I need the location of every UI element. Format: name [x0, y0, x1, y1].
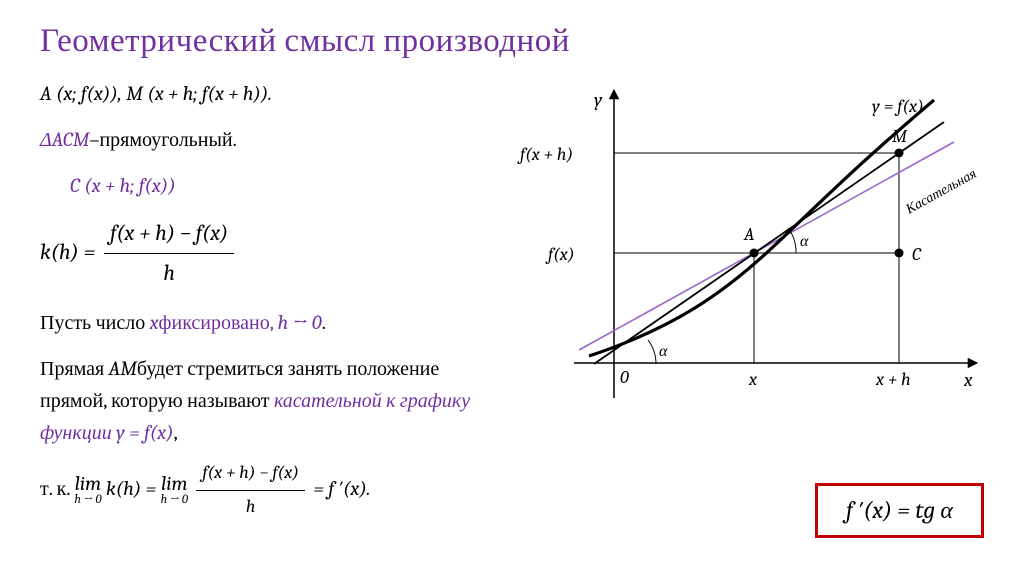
h-to-zero: h → 0: [278, 311, 322, 334]
label-xtick: x: [748, 369, 758, 390]
result-formula: f ′(x) = tg α: [846, 496, 953, 524]
alpha-arc-axis: [648, 340, 656, 363]
label-yfx: y = f(x): [872, 96, 924, 117]
triangle-line: ΔACM–прямоугольный.: [40, 124, 494, 156]
x-fixed: x: [150, 311, 159, 334]
lim-1: lim h → 0: [74, 474, 101, 506]
kh-lhs: k(h) =: [40, 239, 95, 265]
label-m: M: [892, 126, 908, 147]
line-am-text: Прямая AMбудет стремиться занять положен…: [40, 353, 494, 449]
point-c-line: C (x + h; f(x)): [40, 170, 494, 202]
triangle-suffix: –прямоугольный.: [89, 128, 236, 151]
since-prefix: т. к.: [40, 477, 74, 500]
let-prefix: Пусть число: [40, 311, 150, 334]
eq-1: =: [146, 477, 161, 500]
line2-comma: ,: [174, 421, 178, 444]
let-line: Пусть число xфиксировано, h → 0.: [40, 307, 494, 339]
point-m: [895, 149, 904, 158]
curve: [589, 100, 934, 356]
page-title: Геометрический смысл производной: [40, 22, 984, 60]
label-tangent-word: Касательная: [902, 165, 979, 218]
limit-line: т. к. lim h → 0 k(h) = lim h → 0 f(x + h…: [40, 459, 494, 522]
fprime-result: = f ′(x).: [313, 477, 370, 500]
label-zero: 0: [620, 367, 629, 388]
left-column: A (x; f(x)), M (x + h; f(x + h)). ΔACM–п…: [40, 78, 494, 536]
points-line: A (x; f(x)), M (x + h; f(x + h)).: [40, 78, 494, 110]
label-fxh: f(x + h): [517, 144, 573, 165]
result-formula-box: f ′(x) = tg α: [815, 483, 984, 538]
point-a: [750, 249, 759, 258]
kh-den: h: [104, 254, 234, 291]
point-c: [895, 249, 904, 258]
secant-line: [594, 122, 944, 364]
lim-2: lim h → 0: [161, 474, 188, 506]
tangent-line: [579, 142, 954, 350]
label-y: y: [594, 89, 603, 111]
content-row: A (x; f(x)), M (x + h; f(x + h)). ΔACM–п…: [40, 78, 984, 536]
label-c: C: [912, 244, 922, 265]
triangle-acm: ΔACM: [40, 128, 89, 151]
kh-formula: k(h) = f(x + h) − f(x) h: [40, 216, 494, 291]
kh-num: f(x + h) − f(x): [104, 216, 234, 254]
label-xhtick: x + h: [875, 369, 911, 390]
line2-prefix: Прямая: [40, 357, 109, 380]
label-alpha-2: α: [800, 232, 809, 250]
right-column: y x 0 x x + h f(x) f(x + h) A M C α α y …: [514, 78, 984, 536]
label-x: x: [963, 369, 973, 391]
label-a: A: [743, 224, 755, 245]
label-alpha-1: α: [659, 342, 668, 360]
kh-call-1: k(h): [106, 477, 141, 500]
kh-fraction: f(x + h) − f(x) h: [104, 216, 234, 291]
let-mid: фиксировано,: [159, 311, 278, 334]
label-fx: f(x): [545, 244, 575, 265]
let-suffix: .: [322, 311, 326, 334]
am-label: AM: [109, 357, 137, 380]
graph-svg: y x 0 x x + h f(x) f(x + h) A M C α α y …: [514, 78, 984, 418]
graph: y x 0 x x + h f(x) f(x + h) A M C α α y …: [514, 78, 984, 418]
frac-2: f(x + h) − f(x) h: [196, 459, 305, 522]
